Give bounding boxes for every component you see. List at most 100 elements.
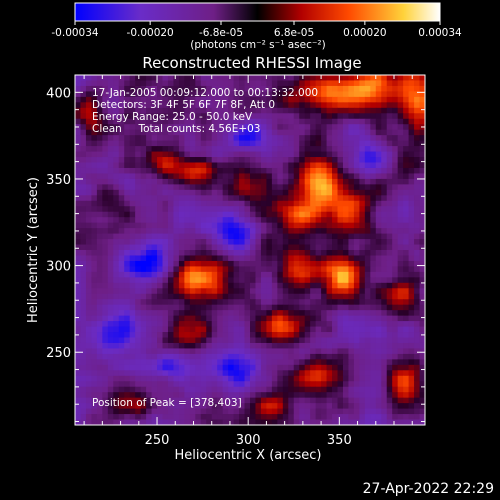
heatmap-cell: [222, 102, 229, 109]
heatmap-cell: [414, 222, 420, 229]
heatmap-cell: [370, 173, 377, 180]
heatmap-cell: [359, 244, 366, 251]
heatmap-cell: [239, 222, 245, 229]
heatmap-cell: [167, 200, 174, 207]
heatmap-cell: [157, 146, 163, 152]
heatmap-cell: [222, 239, 229, 245]
heatmap-cell: [129, 386, 136, 393]
heatmap-cell: [250, 107, 256, 114]
heatmap-cell: [315, 217, 322, 224]
heatmap-cell: [386, 173, 393, 180]
heatmap-cell: [118, 217, 125, 224]
heatmap-cell: [342, 288, 349, 295]
heatmap-cell: [277, 353, 284, 360]
heatmap-cell: [326, 222, 333, 229]
heatmap-cell: [162, 392, 169, 399]
heatmap-cell: [80, 75, 87, 81]
heatmap-cell: [140, 359, 147, 366]
heatmap-cell: [326, 348, 333, 355]
heatmap-cell: [348, 233, 355, 240]
heatmap-cell: [200, 233, 207, 240]
heatmap-cell: [173, 288, 180, 295]
heatmap-cell: [244, 211, 251, 218]
heatmap-cell: [178, 244, 185, 251]
heatmap-cell: [403, 381, 409, 388]
heatmap-cell: [282, 239, 289, 245]
heatmap-cell: [255, 233, 262, 240]
heatmap-cell: [293, 321, 300, 327]
heatmap-cell: [348, 266, 355, 273]
heatmap-cell: [348, 332, 355, 338]
heatmap-cell: [326, 315, 333, 322]
heatmap-cell: [288, 157, 295, 163]
heatmap-cell: [271, 326, 278, 333]
heatmap-cell: [211, 408, 218, 415]
heatmap-cell: [157, 266, 163, 273]
heatmap-cell: [157, 151, 163, 158]
heatmap-cell: [195, 271, 202, 278]
heatmap-cell: [271, 85, 278, 92]
heatmap-cell: [140, 102, 147, 109]
heatmap-cell: [118, 113, 125, 120]
heatmap-cell: [271, 266, 278, 273]
heatmap-cell: [162, 310, 169, 317]
heatmap-cell: [195, 75, 202, 81]
heatmap-cell: [315, 80, 322, 87]
heatmap-cell: [282, 80, 289, 87]
heatmap-cell: [337, 189, 344, 196]
heatmap-cell: [392, 107, 399, 114]
heatmap-cell: [419, 397, 426, 404]
heatmap-cell: [364, 403, 371, 409]
heatmap-cell: [304, 359, 311, 366]
heatmap-cell: [217, 337, 224, 344]
heatmap-cell: [206, 397, 213, 404]
heatmap-cell: [375, 282, 382, 289]
heatmap-cell: [255, 102, 262, 109]
heatmap-cell: [255, 211, 262, 218]
heatmap-cell: [244, 80, 251, 87]
heatmap-cell: [321, 189, 327, 196]
heatmap-cell: [135, 228, 142, 234]
heatmap-cell: [370, 233, 377, 240]
heatmap-cell: [414, 260, 420, 267]
heatmap-cell: [124, 162, 131, 169]
heatmap-cell: [250, 222, 256, 229]
heatmap-cell: [151, 408, 158, 415]
heatmap-cell: [233, 293, 240, 300]
heatmap-cell: [162, 195, 169, 202]
heatmap-cell: [217, 113, 224, 120]
heatmap-cell: [124, 414, 131, 420]
heatmap-cell: [129, 85, 136, 92]
heatmap-cell: [260, 178, 267, 185]
heatmap-cell: [189, 244, 196, 251]
heatmap-cell: [353, 157, 360, 163]
heatmap-cell: [315, 337, 322, 344]
heatmap-cell: [200, 96, 207, 103]
heatmap-cell: [348, 337, 355, 344]
heatmap-cell: [250, 85, 256, 92]
heatmap-cell: [288, 414, 295, 420]
heatmap-cell: [233, 129, 240, 136]
heatmap-cell: [403, 359, 409, 366]
heatmap-cell: [140, 85, 147, 92]
heatmap-cell: [80, 260, 87, 267]
heatmap-cell: [91, 233, 98, 240]
heatmap-cell: [85, 364, 92, 371]
heatmap-cell: [315, 195, 322, 202]
heatmap-cell: [244, 228, 251, 234]
heatmap-cell: [386, 151, 393, 158]
heatmap-cell: [102, 375, 109, 382]
heatmap-cell: [408, 414, 415, 420]
heatmap-cell: [375, 107, 382, 114]
heatmap-cell: [332, 135, 338, 142]
heatmap-cell: [375, 337, 382, 344]
heatmap-cell: [162, 200, 169, 207]
heatmap-cell: [332, 332, 338, 338]
heatmap-cell: [222, 260, 229, 267]
heatmap-cell: [348, 140, 355, 147]
heatmap-cell: [288, 239, 295, 245]
heatmap-cell: [332, 91, 338, 98]
heatmap-cell: [321, 162, 327, 169]
heatmap-cell: [140, 414, 147, 420]
heatmap-cell: [403, 217, 409, 224]
